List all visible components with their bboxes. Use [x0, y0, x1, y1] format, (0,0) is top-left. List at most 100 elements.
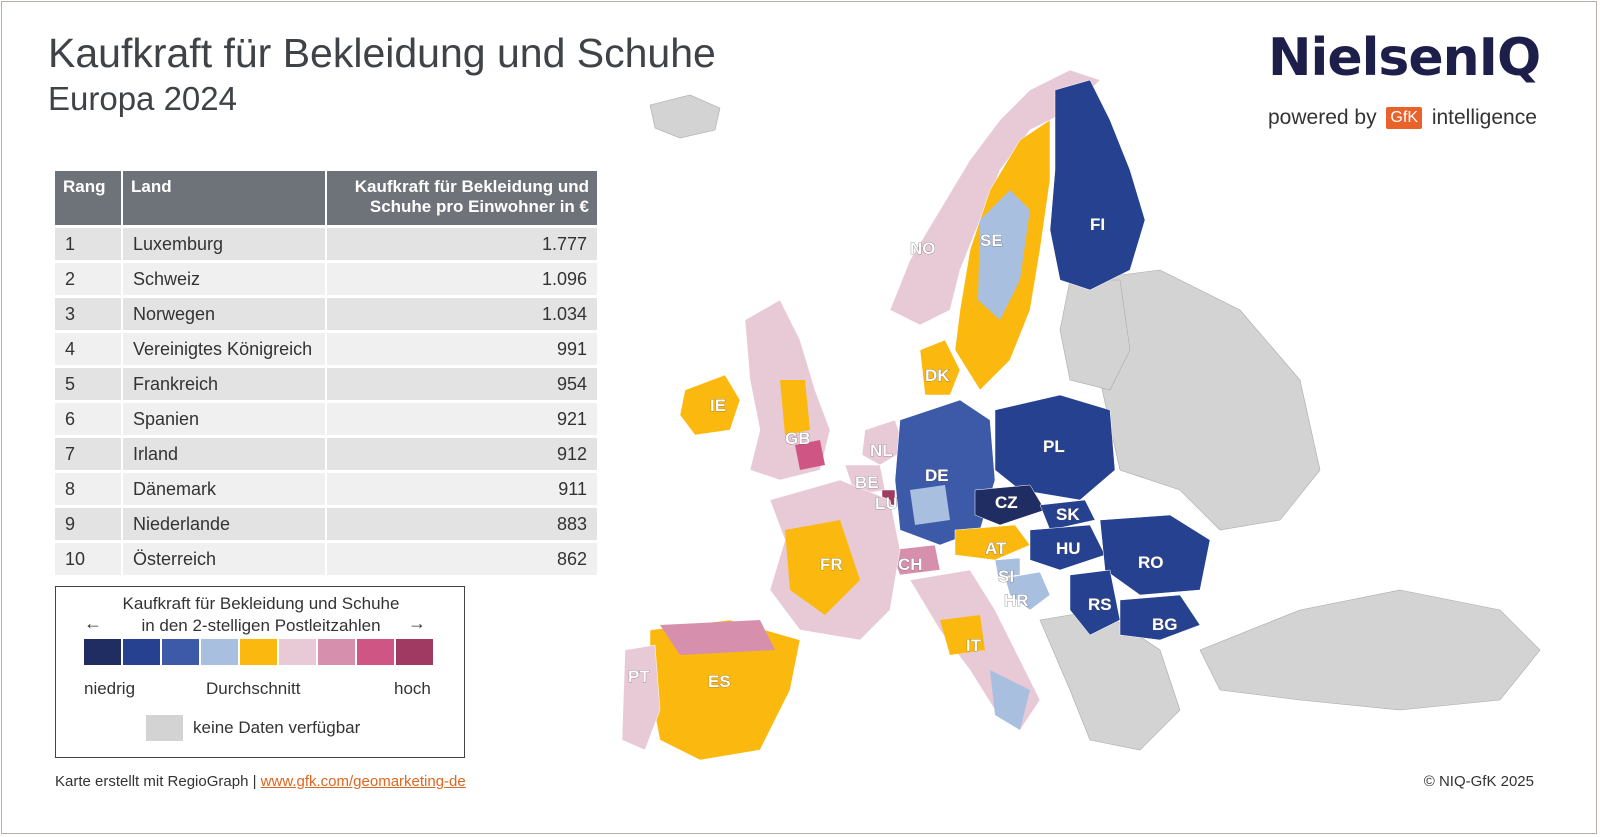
- page-subtitle: Europa 2024: [48, 80, 237, 117]
- legend-swatch-2: [123, 639, 160, 665]
- country-label-bg: BG: [1152, 615, 1178, 634]
- row-value: 1.034: [327, 298, 597, 330]
- legend-swatch-7: [318, 639, 355, 665]
- map-region-pt: [621, 644, 661, 751]
- table-row: 2 Schweiz 1.096: [55, 263, 597, 295]
- legend-color-scale: [84, 639, 433, 665]
- country-label-sk: SK: [1056, 505, 1080, 524]
- map-region-sk: [1039, 499, 1096, 531]
- legend-title-line2: in den 2-stelligen Postleitzahlen: [141, 616, 381, 635]
- map-region-nodata-turkey: [1199, 589, 1541, 711]
- row-rank: 8: [55, 473, 123, 505]
- row-country: Luxemburg: [123, 228, 327, 260]
- row-country: Irland: [123, 438, 327, 470]
- legend-swatch-9: [396, 639, 433, 665]
- map-region-it-avg: [940, 615, 985, 655]
- map-region-si: [994, 557, 1021, 578]
- country-label-hu: HU: [1056, 539, 1081, 558]
- map-legend: Kaufkraft für Bekleidung und Schuhe in d…: [55, 586, 465, 758]
- country-label-nl: NL: [870, 441, 893, 460]
- row-value: 1.096: [327, 263, 597, 295]
- arrow-right-icon: →: [408, 613, 426, 633]
- country-label-lu: LU: [875, 494, 898, 513]
- header-country: Land: [123, 171, 327, 225]
- legend-swatch-8: [357, 639, 394, 665]
- country-label-se: SE: [980, 231, 1003, 250]
- row-country: Niederlande: [123, 508, 327, 540]
- map-region-rs: [1069, 569, 1121, 636]
- footer-credit: Karte erstellt mit RegioGraph | www.gfk.…: [55, 773, 466, 790]
- page-title: Kaufkraft für Bekleidung und Schuhe: [48, 30, 716, 76]
- legend-nodata: keine Daten verfügbar: [146, 715, 360, 741]
- country-label-ie: IE: [710, 396, 726, 415]
- country-label-no: NO: [910, 239, 936, 258]
- legend-swatch-3: [162, 639, 199, 665]
- nodata-swatch: [146, 715, 183, 741]
- table-header-row: Rang Land Kaufkraft für Bekleidung und S…: [55, 171, 597, 225]
- map-region-nl: [861, 419, 906, 466]
- ranking-table: Rang Land Kaufkraft für Bekleidung und S…: [55, 168, 597, 578]
- map-region-bg: [1119, 594, 1201, 641]
- country-label-si: SI: [998, 567, 1014, 586]
- legend-low-label: niedrig: [84, 679, 136, 698]
- row-value: 912: [327, 438, 597, 470]
- table-row: 8 Dänemark 911: [55, 473, 597, 505]
- map-region-pl: [994, 394, 1116, 501]
- row-value: 921: [327, 403, 597, 435]
- logo-powered-by: powered by: [1268, 106, 1377, 129]
- europe-map: FI SE NO DK IE GB NL BE LU DE PL CZ SK A…: [621, 69, 1541, 761]
- table-row: 4 Vereinigtes Königreich 991: [55, 333, 597, 365]
- footer-credit-text: Karte erstellt mit RegioGraph |: [55, 773, 261, 790]
- table-row: 9 Niederlande 883: [55, 508, 597, 540]
- header-value: Kaufkraft für Bekleidung und Schuhe pro …: [327, 171, 597, 225]
- map-region-nodata-iceland: [649, 94, 721, 139]
- row-rank: 9: [55, 508, 123, 540]
- table-row: 6 Spanien 921: [55, 403, 597, 435]
- row-rank: 3: [55, 298, 123, 330]
- map-region-gb-avg: [780, 380, 810, 435]
- map-region-gb-london: [795, 440, 825, 470]
- country-label-hr: HR: [1004, 591, 1029, 610]
- row-value: 954: [327, 368, 597, 400]
- row-value: 862: [327, 543, 597, 575]
- legend-swatch-6: [279, 639, 316, 665]
- map-region-cz: [974, 484, 1046, 526]
- map-region-hu: [1029, 524, 1106, 571]
- legend-title-line1: Kaufkraft für Bekleidung und Schuhe: [122, 594, 400, 613]
- country-label-gb: GB: [785, 429, 811, 448]
- country-label-dk: DK: [925, 366, 950, 385]
- map-region-fi: [1049, 79, 1146, 291]
- geomarketing-link[interactable]: www.gfk.com/geomarketing-de: [260, 773, 466, 790]
- country-label-ro: RO: [1138, 553, 1164, 572]
- country-label-de: DE: [925, 466, 949, 485]
- map-region-ro: [1099, 514, 1211, 596]
- row-value: 1.777: [327, 228, 597, 260]
- row-country: Vereinigtes Königreich: [123, 333, 327, 365]
- table-row: 5 Frankreich 954: [55, 368, 597, 400]
- table-row: 3 Norwegen 1.034: [55, 298, 597, 330]
- map-region-hr: [1004, 571, 1051, 611]
- country-label-rs: RS: [1088, 595, 1112, 614]
- row-rank: 2: [55, 263, 123, 295]
- country-label-fr: FR: [820, 555, 843, 574]
- row-rank: 6: [55, 403, 123, 435]
- legend-high-label: hoch: [394, 679, 431, 698]
- row-country: Österreich: [123, 543, 327, 575]
- map-region-de-light: [910, 485, 950, 525]
- map-region-dk: [919, 339, 961, 396]
- row-value: 911: [327, 473, 597, 505]
- country-label-es: ES: [708, 672, 731, 691]
- legend-swatch-4: [201, 639, 238, 665]
- table-row: 1 Luxemburg 1.777: [55, 228, 597, 260]
- country-label-fi: FI: [1090, 215, 1105, 234]
- country-label-at: AT: [985, 539, 1007, 558]
- country-label-cz: CZ: [995, 493, 1018, 512]
- gfk-badge: GfK: [1386, 107, 1422, 130]
- row-value: 991: [327, 333, 597, 365]
- map-region-nodata-baltics: [1059, 279, 1131, 391]
- row-value: 883: [327, 508, 597, 540]
- legend-swatch-5: [240, 639, 277, 665]
- map-region-it-south: [990, 670, 1030, 730]
- row-rank: 1: [55, 228, 123, 260]
